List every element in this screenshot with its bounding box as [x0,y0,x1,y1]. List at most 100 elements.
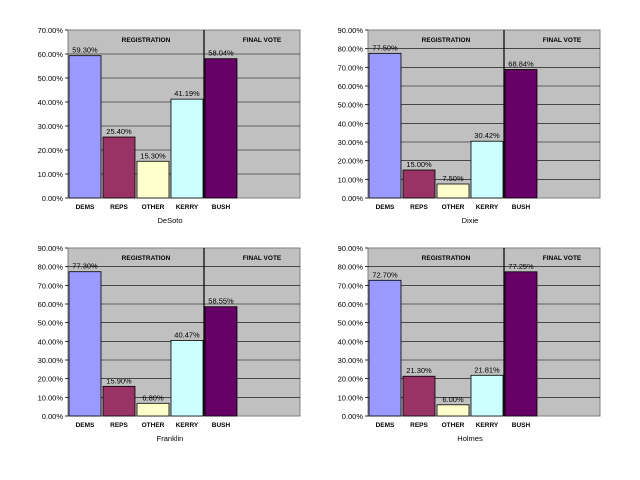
bar-kerry [470,140,504,199]
data-label: 77.30% [72,262,98,271]
y-tick-label: 80.00% [38,263,64,272]
y-tick-label: 0.00% [342,194,364,203]
data-label: 6.00% [442,395,464,404]
y-tick-label: 40.00% [338,119,364,128]
bar-other [136,402,170,417]
y-tick-label: 70.00% [38,281,64,290]
y-tick-label: 10.00% [38,170,64,179]
bar-reps [102,136,136,199]
category-label: DEMS [376,422,395,429]
y-tick-label: 50.00% [338,319,364,328]
chart-title: Holmes [457,434,483,443]
category-label: BUSH [512,204,531,211]
y-tick-label: 0.00% [342,412,364,421]
bar-kerry [170,340,204,417]
y-tick-label: 80.00% [338,45,364,54]
data-label: 40.47% [174,330,200,339]
y-tick-label: 70.00% [338,281,364,290]
category-label: REPS [110,204,128,211]
y-tick-label: 70.00% [38,26,64,35]
data-label: 15.30% [140,151,166,160]
y-tick-label: 90.00% [338,244,364,253]
chart-title: DeSoto [157,216,182,225]
data-label: 77.25% [508,262,534,271]
category-label: KERRY [476,422,499,429]
bar-bush [204,306,238,417]
bar-bush [204,58,238,199]
section-label-final-vote: FINAL VOTE [543,255,582,262]
y-tick-label: 20.00% [338,375,364,384]
y-tick-label: 40.00% [338,337,364,346]
bar-reps [402,375,436,417]
bar-reps [102,385,136,417]
bar-dems [68,271,102,417]
bar-reps [402,169,436,199]
y-tick-label: 60.00% [38,300,64,309]
y-tick-label: 20.00% [38,146,64,155]
category-label: KERRY [176,204,199,211]
chart-title: Dixie [462,216,479,225]
data-label: 15.00% [406,160,432,169]
section-label-final-vote: FINAL VOTE [243,255,282,262]
y-tick-label: 50.00% [338,101,364,110]
category-label: BUSH [212,204,231,211]
category-label: BUSH [212,422,231,429]
category-label: DEMS [376,204,395,211]
y-tick-label: 20.00% [38,375,64,384]
data-label: 30.42% [474,131,500,140]
y-tick-label: 90.00% [338,26,364,35]
bar-other [436,404,470,417]
category-label: REPS [410,422,428,429]
data-label: 7.50% [442,174,464,183]
y-tick-label: 60.00% [38,50,64,59]
chart-franklin: 0.00% 10.00% 20.00% 30.00% 40.00% 50.00% 60.00… [20,240,320,450]
y-tick-label: 0.00% [42,194,64,203]
bar-bush [504,69,538,199]
category-label: DEMS [76,204,95,211]
data-label: 72.70% [372,270,398,279]
data-label: 41.19% [174,89,200,98]
section-label-final-vote: FINAL VOTE [543,37,582,44]
category-label: KERRY [176,422,199,429]
section-label-registration: REGISTRATION [122,37,171,44]
y-tick-label: 40.00% [38,98,64,107]
y-tick-label: 80.00% [338,263,364,272]
data-label: 25.40% [106,127,132,136]
chart-title: Franklin [157,434,184,443]
bar-kerry [170,98,204,199]
data-label: 6.80% [142,393,164,402]
data-label: 59.30% [72,46,98,55]
category-label: REPS [410,204,428,211]
section-label-registration: REGISTRATION [122,255,171,262]
y-tick-label: 90.00% [38,244,64,253]
chart-desoto: 0.00% 10.00% 20.00% 30.00% 40.00% 50.00% 60.00… [20,22,320,232]
category-label: OTHER [142,422,165,429]
y-tick-label: 10.00% [38,393,64,402]
y-tick-label: 30.00% [338,356,364,365]
bar-dems [68,55,102,199]
category-label: BUSH [512,422,531,429]
bar-bush [504,271,538,417]
y-tick-label: 50.00% [38,74,64,83]
bar-kerry [470,374,504,417]
category-label: DEMS [76,422,95,429]
chart-desoto-svg: 0.00% 10.00% 20.00% 30.00% 40.00% 50.00% 60.00… [38,26,301,225]
chart-dixie: 0.00% 10.00% 20.00% 30.00% 40.00% 50.00% 60.00… [320,22,620,232]
y-tick-label: 30.00% [38,122,64,131]
data-label: 68.84% [508,59,534,68]
bar-dems [368,52,402,199]
category-label: OTHER [142,204,165,211]
y-tick-label: 10.00% [338,393,364,402]
y-tick-label: 60.00% [338,300,364,309]
y-tick-label: 40.00% [38,337,64,346]
bar-dems [368,279,402,417]
section-label-registration: REGISTRATION [422,255,471,262]
y-tick-label: 30.00% [38,356,64,365]
chart-holmes: 0.00% 10.00% 20.00% 30.00% 40.00% 50.00% 60.00… [320,240,620,450]
data-label: 21.81% [474,365,500,374]
y-tick-label: 0.00% [42,412,64,421]
y-tick-label: 50.00% [38,319,64,328]
y-tick-label: 70.00% [338,63,364,72]
data-label: 21.30% [406,366,432,375]
bar-other [136,160,170,199]
